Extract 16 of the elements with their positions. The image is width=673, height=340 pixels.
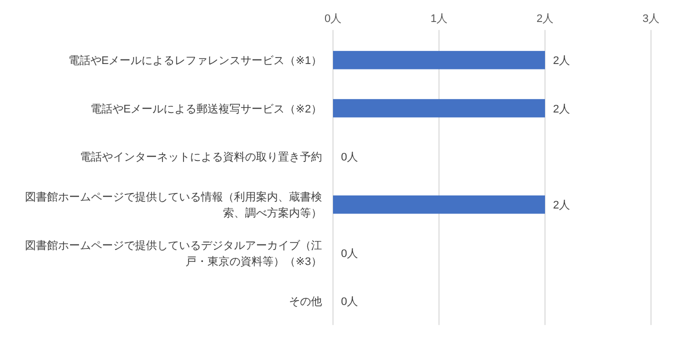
data-label: 2人 (553, 200, 570, 212)
x-tick-label: 3人 (642, 13, 660, 25)
x-tick-label: 2人 (536, 13, 554, 25)
x-tick-label: 0人 (324, 13, 342, 25)
y-tick-label: 図書館ホームページで提供しているデジタルアーカイブ（江戸・東京の資料等）（※3） (25, 238, 322, 268)
y-tick-label: 図書館ホームページで提供している情報（利用案内、蔵書検索、調べ方案内等） (25, 190, 322, 220)
x-tick-label: 1人 (430, 13, 448, 25)
y-tick-label: 電話やEメールによる郵送複写サービス（※2） (90, 102, 322, 116)
data-label: 0人 (341, 296, 358, 308)
y-tick-label: 電話やEメールによるレファレンスサービス（※1） (68, 54, 322, 68)
data-label: 0人 (341, 151, 358, 164)
data-label: 2人 (553, 55, 570, 68)
y-tick-label: 電話やインターネットによる資料の取り置き予約 (80, 150, 322, 164)
data-label: 2人 (553, 103, 570, 116)
y-tick-label: その他 (289, 296, 322, 308)
data-label: 0人 (341, 248, 358, 260)
